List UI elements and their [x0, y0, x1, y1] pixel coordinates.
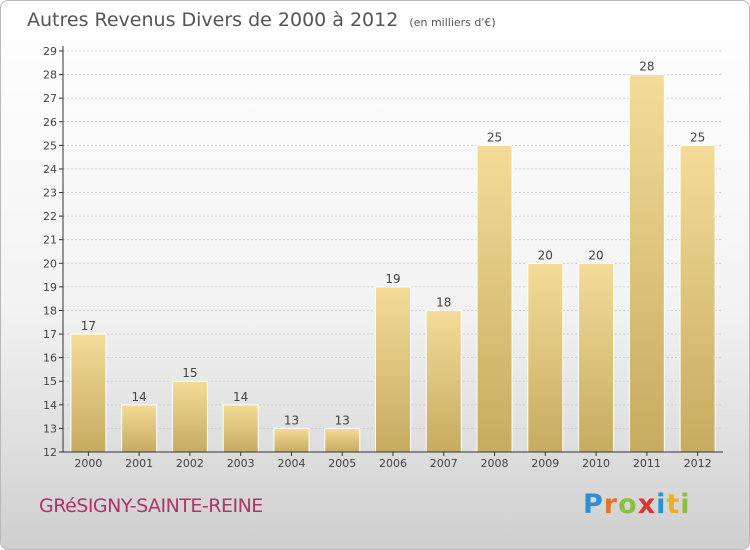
- data-label: 14: [132, 390, 147, 404]
- y-tick-label: 25: [43, 139, 57, 152]
- data-label: 13: [284, 413, 299, 427]
- x-tick-label: 2001: [125, 457, 153, 470]
- data-label: 19: [385, 272, 400, 286]
- x-tick-label: 2005: [328, 457, 356, 470]
- y-tick-label: 26: [43, 116, 57, 129]
- x-tick-label: 2003: [227, 457, 255, 470]
- data-label: 13: [335, 413, 350, 427]
- chart-subtitle: (en milliers d'€): [409, 16, 496, 29]
- y-tick-label: 21: [43, 234, 57, 247]
- y-tick-label: 18: [43, 304, 57, 317]
- x-tick-label: 2010: [582, 457, 610, 470]
- data-label: 25: [487, 130, 502, 144]
- chart-title: Autres Revenus Divers de 2000 à 2012: [27, 9, 399, 31]
- y-tick-label: 29: [43, 45, 57, 58]
- bar: [375, 286, 411, 453]
- logo-letter: x: [637, 489, 657, 520]
- bar: [628, 74, 665, 453]
- x-tick-label: 2012: [684, 457, 712, 470]
- data-label: 15: [182, 366, 197, 380]
- x-tick-label: 2009: [531, 457, 559, 470]
- chart-title-block: Autres Revenus Divers de 2000 à 2012 (en…: [27, 9, 496, 31]
- x-tick-label: 2006: [379, 457, 407, 470]
- y-tick-label: 16: [43, 352, 57, 365]
- data-label: 20: [588, 248, 603, 262]
- location-name: GRéSIGNY-SAINTE-REINE: [39, 495, 263, 517]
- data-label: 14: [233, 390, 248, 404]
- y-tick-label: 13: [43, 422, 57, 435]
- x-tick-label: 2000: [74, 457, 102, 470]
- x-tick-label: 2008: [481, 457, 509, 470]
- bar: [425, 309, 462, 453]
- data-label: 28: [639, 60, 654, 74]
- y-tick-label: 20: [43, 257, 57, 270]
- bar: [273, 427, 310, 453]
- y-tick-label: 24: [43, 163, 57, 176]
- bar: [171, 380, 208, 453]
- bars: 17 14 15 14 13 13 19 18 25 20 20 28 25: [70, 60, 716, 453]
- x-tick-label: 2011: [633, 457, 661, 470]
- data-label: 18: [436, 295, 451, 309]
- logo-letter: i: [680, 489, 691, 520]
- bar: [222, 404, 259, 453]
- data-label: 25: [690, 130, 705, 144]
- axes: 12 13 14 15 16 17 18 19 20 21 22 23 24 25 26 27 28 29 2000…: [43, 45, 723, 470]
- bar: [527, 262, 564, 453]
- data-label: 17: [81, 319, 96, 333]
- x-tick-label: 2002: [176, 457, 204, 470]
- proxiti-logo: Proxiti: [583, 489, 691, 520]
- y-tick-label: 17: [43, 328, 57, 341]
- bar: [324, 427, 361, 453]
- x-tick-label: 2004: [277, 457, 305, 470]
- y-tick-label: 28: [43, 69, 57, 82]
- logo-letter: r: [603, 489, 619, 520]
- data-label: 20: [538, 248, 553, 262]
- bar: [121, 404, 158, 453]
- bar: [679, 144, 716, 453]
- logo-letter: P: [583, 489, 604, 520]
- logo-letter: i: [656, 489, 667, 520]
- y-tick-label: 12: [43, 446, 57, 459]
- y-tick-label: 15: [43, 375, 57, 388]
- bar: [476, 144, 513, 453]
- y-tick-label: 19: [43, 281, 57, 294]
- x-tick-label: 2007: [430, 457, 458, 470]
- bar: [578, 262, 615, 453]
- logo-letter: t: [666, 489, 681, 520]
- bar: [70, 333, 107, 453]
- y-tick-label: 14: [43, 399, 57, 412]
- logo-letter: o: [618, 489, 638, 520]
- y-tick-label: 27: [43, 92, 57, 105]
- y-tick-label: 22: [43, 210, 57, 223]
- y-tick-label: 23: [43, 187, 57, 200]
